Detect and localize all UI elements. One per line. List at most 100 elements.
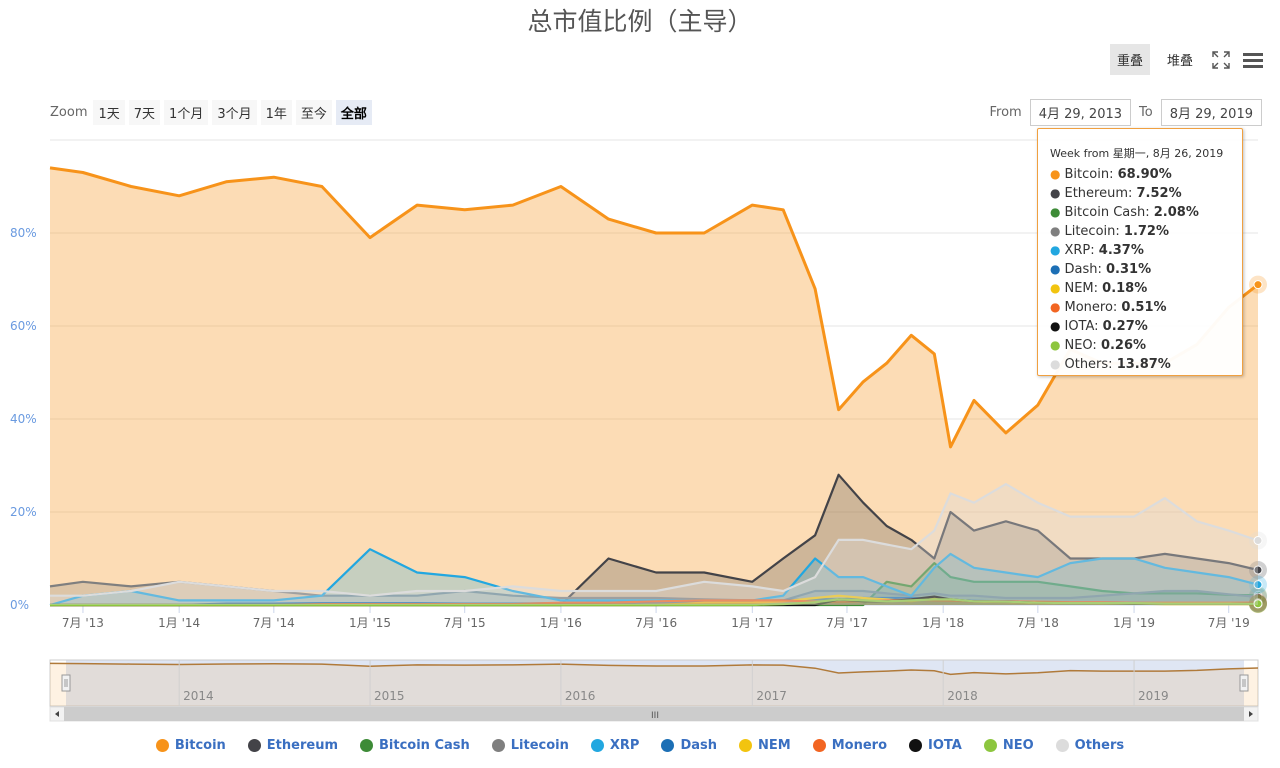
x-tick-label: 1月 '14 [158,616,200,630]
tooltip-series-name: Litecoin: [1064,224,1124,239]
series-line-xrp [49,548,1259,607]
chart-tooltip: Week from 星期一, 8月 26, 2019 ● Bitcoin: 68.… [1037,128,1243,376]
navigator-selection [66,660,1244,706]
tooltip-row: ● IOTA: 0.27% [1050,317,1242,336]
legend-item-xrp[interactable]: XRP [590,738,640,753]
legend-label: Ethereum [266,738,338,753]
overlap-toggle[interactable]: 重叠 [1109,44,1150,75]
legend-item-others[interactable]: Others [1055,738,1124,753]
from-label: From [989,105,1022,120]
tooltip-series-value: 68.90% [1117,167,1172,182]
navigator-handle[interactable] [61,674,71,692]
y-tick-label: 0% [10,598,29,612]
series-dot-icon: ● [1050,167,1061,181]
data-point-neo [1253,599,1263,609]
tooltip-series-name: Dash: [1064,262,1106,277]
zoom-button-7d[interactable]: 7天 [128,100,161,125]
zoom-label: Zoom [50,105,88,120]
legend-item-litecoin[interactable]: Litecoin [491,738,569,753]
navigator[interactable]: 2014 2015 2016 2017 2018 2019 III [0,656,1280,726]
tooltip-row: ● Bitcoin Cash: 2.08% [1050,203,1242,222]
y-tick-label: 40% [10,412,37,426]
navigator-year-label: 2017 [756,689,787,703]
from-date-input[interactable]: 4月 29, 2013 [1029,99,1132,126]
fullscreen-icon[interactable] [1210,49,1232,71]
series-dot-icon: ● [1050,224,1061,238]
main-chart[interactable]: 0% 20% 40% 60% 80% 7月 '13 1月 '14 7月 '14 1月 '15 7月… [0,0,1280,640]
tooltip-series-name: Monero: [1064,300,1122,315]
zoom-button-all[interactable]: 全部 [335,100,372,125]
legend-item-bitcoin[interactable]: Bitcoin [155,738,226,753]
y-tick-label: 20% [10,505,37,519]
series-area-ethereum [50,474,1258,605]
tooltip-row: ● NEO: 0.26% [1050,336,1242,355]
hamburger-menu-icon[interactable] [1242,49,1264,71]
series-area-iota [50,596,1258,605]
legend-label: XRP [609,738,640,753]
tooltip-header: Week from 星期一, 8月 26, 2019 [1050,147,1224,160]
zoom-button-1y[interactable]: 1年 [260,100,292,125]
navigator-handle[interactable] [1239,674,1249,692]
series-dot-icon: ● [1050,205,1061,219]
navigator-frame [49,659,1259,707]
legend-item-dash[interactable]: Dash [661,738,717,753]
legend-label: Dash [680,738,718,753]
to-label: To [1139,105,1153,120]
x-tick-label: 7月 '17 [826,616,868,630]
zoom-button-1m[interactable]: 1个月 [164,100,209,125]
x-tick-label: 1月 '18 [922,616,964,630]
series-area-nem [50,595,1258,605]
series-neo [50,594,1267,613]
legend-item-nem[interactable]: NEM [739,738,791,753]
legend-item-monero[interactable]: Monero [812,738,887,753]
navigator-year-label: 2016 [565,689,596,703]
scrollbar-grip: III [651,711,659,721]
legend-dot-icon [739,739,753,752]
x-tick-label: 7月 '13 [62,616,104,630]
data-point-xrp [1253,580,1263,590]
tooltip-row: ● XRP: 4.37% [1050,241,1242,260]
tooltip-series-name: NEM: [1064,281,1103,296]
legend-item-neo[interactable]: NEO [983,738,1034,753]
zoom-button-3m[interactable]: 3个月 [212,100,257,125]
tooltip-row: ● NEM: 0.18% [1050,279,1242,298]
legend-item-bitcoin-cash[interactable]: Bitcoin Cash [360,738,470,753]
x-tick-label: 1月 '17 [731,616,773,630]
series-dot-icon: ● [1050,262,1061,276]
legend-dot-icon [983,739,997,752]
zoom-button-ytd[interactable]: 至今 [295,100,332,125]
series-dot-icon: ● [1050,338,1061,352]
scroll-left-icon[interactable] [55,711,59,717]
tooltip-series-name: Others: [1064,357,1117,372]
x-tick-label: 7月 '19 [1208,616,1250,630]
navigator-year-label: 2018 [947,689,978,703]
legend-item-ethereum[interactable]: Ethereum [247,738,338,753]
scroll-right-icon[interactable] [1249,711,1253,717]
x-tick-label: 1月 '15 [349,616,391,630]
series-dot-icon: ● [1050,300,1061,314]
tooltip-series-name: Bitcoin Cash: [1064,205,1154,220]
tooltip-series-name: Ethereum: [1064,186,1137,201]
series-line-litecoin [49,580,1259,602]
legend-dot-icon [590,739,604,752]
to-date-input[interactable]: 8月 29, 2019 [1160,99,1262,126]
scrollbar-thumb[interactable] [64,707,1244,721]
tooltip-series-value: 0.27% [1102,319,1148,334]
chart-toolbar: 重叠 堆叠 [1109,44,1264,75]
legend-dot-icon [1055,739,1069,752]
legend-dot-icon [155,739,169,752]
legend-dot-icon [909,739,923,752]
legend: Bitcoin Ethereum Bitcoin Cash Litecoin XRP Da… [0,738,1280,753]
legend-label: IOTA [928,738,962,753]
y-tick-label: 80% [10,226,37,240]
zoom-selector: Zoom 1天 7天 1个月 3个月 1年 至今 全部 [50,100,372,125]
tooltip-row: ● Monero: 0.51% [1050,298,1242,317]
legend-item-iota[interactable]: IOTA [909,738,962,753]
x-tick-label: 7月 '14 [253,616,295,630]
stack-toggle[interactable]: 堆叠 [1166,54,1193,69]
zoom-button-1d[interactable]: 1天 [93,100,125,125]
tooltip-series-value: 0.26% [1100,338,1147,353]
legend-dot-icon [491,739,505,752]
navigator-handle-box [1239,674,1249,692]
navigator-handle-box [61,674,71,692]
